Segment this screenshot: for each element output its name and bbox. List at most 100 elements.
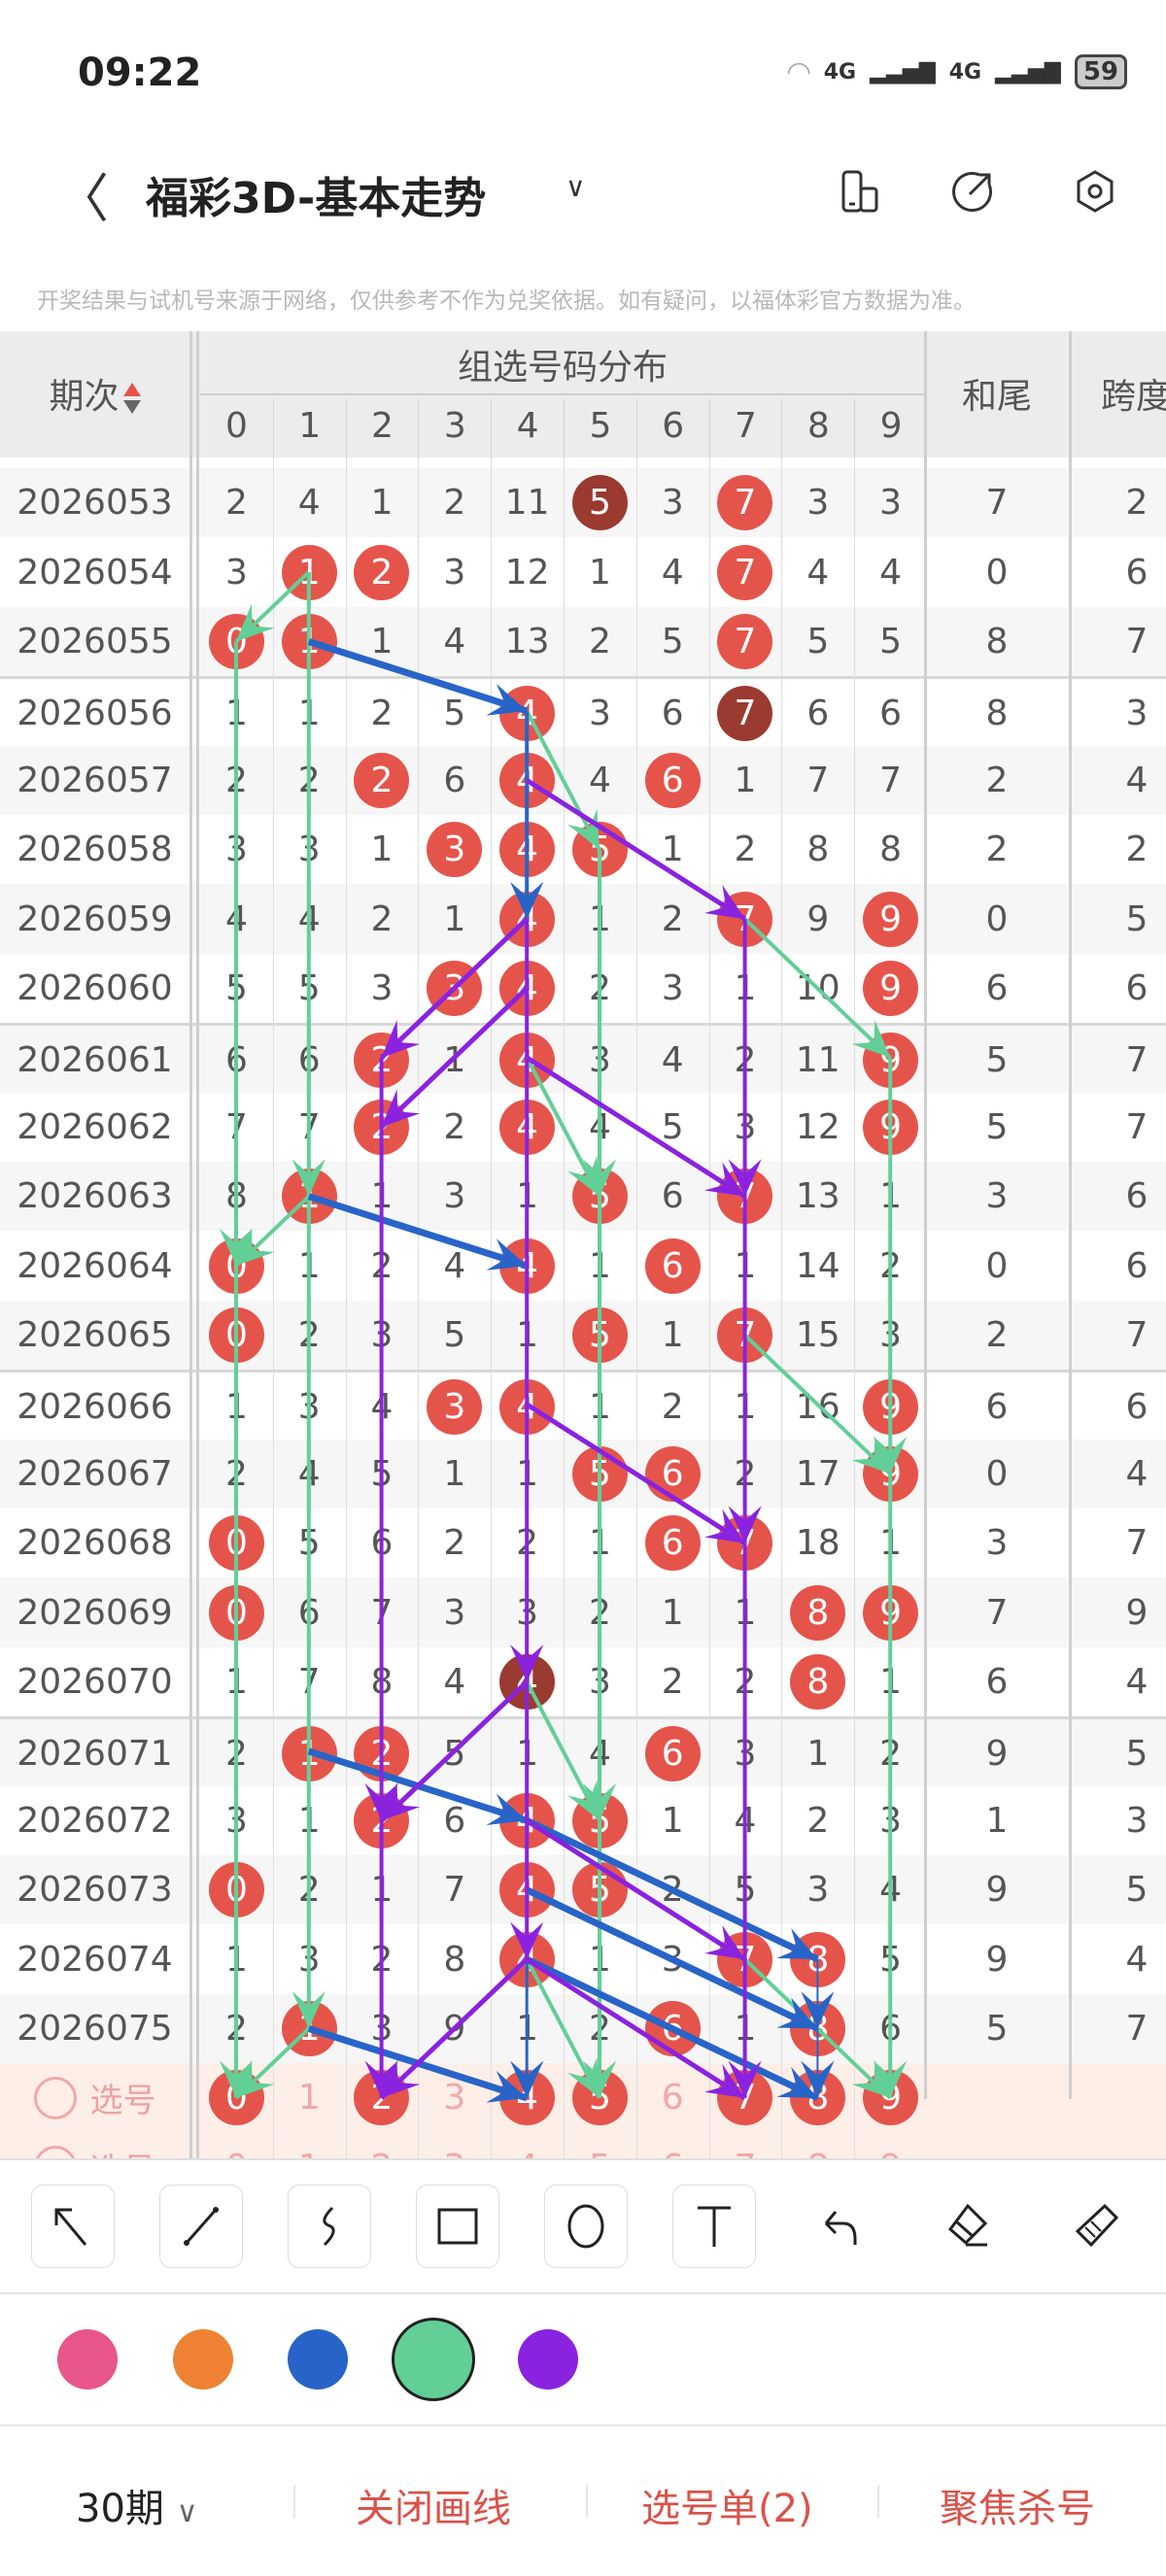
drawn-line[interactable] (743, 917, 892, 1060)
pick-number[interactable]: 3 (418, 2133, 491, 2158)
arrowhead-icon (728, 1506, 762, 1543)
pen-color-swatch[interactable] (392, 2318, 475, 2401)
pen-color-swatch[interactable] (57, 2329, 118, 2390)
drawn-line[interactable] (525, 1955, 819, 2102)
eraser-icon[interactable] (925, 2185, 1009, 2268)
drawn-line[interactable] (379, 917, 529, 1060)
table-row: 20260680562216718137 (0, 1508, 1166, 1578)
period-cell: 2026072 (17, 1800, 173, 1841)
pick-number[interactable]: 6 (661, 2078, 684, 2118)
pen-color-swatch[interactable] (288, 2329, 348, 2390)
drawn-line[interactable] (307, 1193, 529, 1270)
drawn-line[interactable] (379, 986, 529, 1130)
device-switch-icon[interactable] (836, 167, 884, 216)
arrowhead-icon (851, 2060, 891, 2098)
undo-icon[interactable] (799, 2185, 882, 2268)
close-drawing-button[interactable]: 关闭画线 (356, 2487, 511, 2531)
sum-tail-cell: 2 (985, 1314, 1009, 1355)
drawn-line[interactable] (379, 1679, 529, 1823)
drawn-line[interactable] (525, 1956, 746, 2101)
hit-ball: 3 (418, 1373, 491, 1441)
hit-ball: 2 (346, 746, 419, 815)
sum-tail-cell: 0 (985, 1453, 1009, 1494)
pick-row-toggle[interactable]: 选号 (0, 2063, 189, 2132)
pick-number[interactable]: 0 (200, 2133, 273, 2158)
pick-row-toggle[interactable]: 选号 (0, 2133, 189, 2158)
digit-header-0: 0 (224, 406, 248, 446)
drawn-line[interactable] (307, 638, 529, 715)
back-button[interactable]: 〈 (56, 168, 109, 229)
hit-ball: 7 (717, 475, 773, 531)
circle-tool-icon[interactable] (544, 2185, 628, 2268)
pen-color-swatch[interactable] (518, 2329, 578, 2390)
clear-all-icon[interactable] (1054, 2185, 1138, 2268)
miss-count: 3 (806, 1870, 830, 1911)
drawn-line[interactable] (379, 1957, 529, 2100)
arrowhead-icon (381, 2060, 421, 2098)
pick-number[interactable]: 2 (346, 2133, 419, 2158)
drawn-line[interactable] (743, 1334, 892, 1475)
page-title[interactable]: 福彩3D-基本走势 (146, 174, 487, 223)
sort-icon[interactable] (122, 383, 141, 414)
period-count-select[interactable]: 30期 ∨ (76, 2477, 198, 2533)
drawn-line[interactable] (525, 778, 746, 922)
line-tool-icon[interactable] (159, 2185, 243, 2268)
drawn-line[interactable] (525, 1817, 819, 1963)
pen-color-swatch[interactable] (173, 2329, 233, 2390)
arrowhead-icon (776, 1928, 818, 1960)
drawn-line[interactable] (525, 1402, 746, 1545)
pick-number[interactable]: 9 (854, 2133, 927, 2158)
miss-count: 1 (443, 898, 466, 939)
pick-number[interactable]: 1 (273, 2133, 346, 2158)
pick-number[interactable]: 3 (443, 2078, 466, 2118)
focus-kill-button[interactable]: 聚焦杀号 (940, 2487, 1095, 2531)
period-cell: 2026058 (17, 830, 173, 870)
chevron-down-icon[interactable]: ∨ (566, 171, 586, 203)
table-row: 2026054 3 1 2 3 12 1 4 7 4 4 0 6 (0, 537, 1166, 607)
miss-count: 6 (879, 694, 903, 734)
pick-number[interactable]: 7 (709, 2133, 782, 2158)
settings-icon[interactable] (1071, 167, 1119, 216)
arrowhead-icon (364, 1782, 398, 1821)
miss-count: 11 (504, 483, 550, 524)
drawn-line[interactable] (525, 1886, 819, 2032)
rectangle-tool-icon[interactable] (416, 2185, 499, 2268)
radio-circle-icon[interactable] (33, 2076, 77, 2119)
sort-up-icon (122, 383, 141, 396)
column-divider (345, 458, 347, 2158)
arrowhead-icon (292, 1159, 326, 1197)
hit-ball: 9 (863, 960, 919, 1016)
hit-ball: 8 (790, 1584, 846, 1641)
span-cell: 3 (1125, 694, 1149, 734)
span-cell: 5 (1125, 1870, 1149, 1911)
pick-number[interactable]: 5 (564, 2133, 636, 2158)
hit-ball: 9 (854, 954, 927, 1023)
column-divider (635, 458, 637, 2158)
miss-count: 2 (661, 1387, 684, 1428)
column-divider (1069, 331, 1072, 458)
hit-ball: 2 (346, 537, 419, 606)
arrowhead-icon (236, 1228, 275, 1267)
curve-tool-icon[interactable] (288, 2185, 371, 2268)
drawn-line[interactable] (525, 1958, 601, 2099)
arrow-tool-icon[interactable] (31, 2185, 115, 2268)
share-icon[interactable] (948, 167, 997, 216)
drawn-line[interactable] (525, 1818, 746, 1962)
pick-number[interactable]: 4 (491, 2133, 564, 2158)
text-tool-icon[interactable] (672, 2185, 756, 2268)
pick-number[interactable]: 6 (636, 2133, 709, 2158)
drawn-line[interactable] (525, 709, 601, 851)
drawn-line[interactable] (525, 1055, 746, 1199)
arrowhead-icon (219, 2060, 254, 2098)
pick-number[interactable]: 8 (781, 2133, 854, 2158)
drawing-overlay[interactable] (0, 458, 1166, 2158)
pick-list-button[interactable]: 选号单(2) (641, 2487, 813, 2531)
drawn-line[interactable] (525, 1056, 601, 1198)
drawn-line[interactable] (525, 1680, 601, 1822)
digit-header-5: 5 (564, 399, 636, 458)
period-cell: 2026059 (17, 898, 173, 939)
column-divider (196, 331, 199, 458)
pick-number[interactable]: 1 (297, 2078, 321, 2118)
column-period[interactable]: 期次 (0, 368, 189, 419)
